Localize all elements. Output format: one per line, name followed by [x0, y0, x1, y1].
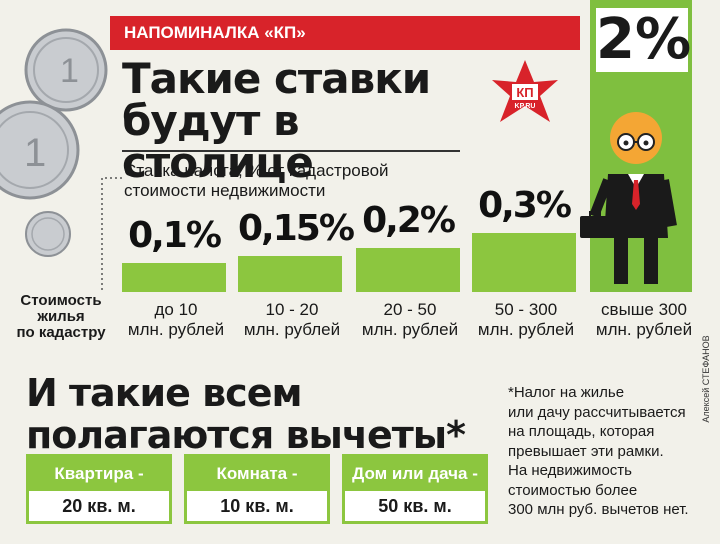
- category-label: свыше 300 млн. рублей: [595, 300, 693, 339]
- bar-1: [238, 255, 342, 292]
- deduction-label: Комната -: [187, 457, 327, 491]
- title-divider: [122, 150, 460, 152]
- page-title-line-2: будут в столице: [122, 96, 314, 187]
- footnote-line: стоимостью более: [508, 481, 638, 499]
- row-label-line-3: по кадастру: [16, 324, 106, 341]
- chart-subtitle-line-2: стоимости недвижимости: [124, 181, 326, 200]
- deductions-title-line-2: полагаются вычеты*: [26, 413, 466, 457]
- highlight-rate: 2%: [596, 7, 692, 72]
- chart-subtitle-line-1: Ставка налога, % от кадастровой: [124, 161, 389, 180]
- deduction-label: Квартира -: [29, 457, 169, 491]
- bar-0: [122, 263, 226, 292]
- page-title-line-1: Такие ставки: [122, 54, 431, 103]
- row-label-line-1: Стоимость: [20, 292, 102, 309]
- row-label: Стоимость жилья по кадастру: [6, 293, 116, 341]
- bar-value-label: 0,1%: [128, 215, 222, 256]
- footnote-line: *Налог на жилье: [508, 384, 625, 401]
- footnote-line: 300 млн руб. вычетов нет.: [508, 501, 689, 518]
- deduction-card-room: Комната - 10 кв. м.: [184, 454, 330, 524]
- businessman-illustration: [580, 112, 677, 284]
- footnote-line: или дачу рассчитывается: [508, 403, 686, 421]
- coins-illustration: 1 1: [0, 28, 108, 257]
- category-label: до 10 млн. рублей: [127, 300, 225, 339]
- chart-subtitle: Ставка налога, % от кадастровой стоимост…: [124, 161, 434, 201]
- deduction-label: Дом или дача -: [345, 457, 485, 491]
- svg-text:1: 1: [60, 52, 79, 90]
- deduction-card-house: Дом или дача - 50 кв. м.: [342, 454, 488, 524]
- kp-logo-subtext: KP.RU: [515, 103, 536, 110]
- banner-title: НАПОМИНАЛКА «КП»: [124, 23, 306, 42]
- svg-text:1: 1: [24, 131, 46, 175]
- kp-logo: КП KP.RU: [492, 60, 558, 122]
- deductions-title: И такие всем полагаются вычеты*: [26, 372, 506, 456]
- footnote-line: На недвижимость: [508, 462, 632, 479]
- footnote-line: на площадь, которая: [508, 423, 655, 440]
- bar-value-label: 0,15%: [238, 207, 355, 249]
- category-label: 20 - 50 млн. рублей: [361, 300, 459, 339]
- footnote-line: превышает эти рамки.: [508, 442, 664, 460]
- category-label: 10 - 20 млн. рублей: [243, 300, 341, 339]
- page-title: Такие ставки будут в столице: [122, 58, 482, 184]
- bar-value-label: 0,2%: [362, 200, 456, 241]
- deductions-title-line-1: И такие всем: [26, 371, 303, 415]
- deduction-value: 10 кв. м.: [220, 496, 294, 516]
- category-label: 50 - 300 млн. рублей: [477, 300, 575, 339]
- header-banner: НАПОМИНАЛКА «КП»: [110, 16, 580, 50]
- bar-2: [356, 248, 460, 292]
- row-label-line-2: жилья: [37, 308, 85, 325]
- bracket-line: [101, 177, 122, 292]
- footnote: *Налог на жилье или дачу рассчитывается …: [508, 383, 718, 520]
- deduction-value: 20 кв. м.: [62, 496, 136, 516]
- kp-logo-text: КП: [516, 85, 533, 100]
- bar-3: [472, 233, 576, 292]
- rate-chart: 0,1% до 10 млн. рублей 0,15% 10 - 20 млн. руб…: [122, 185, 693, 339]
- deduction-card-apartment: Квартира - 20 кв. м.: [26, 454, 172, 524]
- bar-value-label: 0,3%: [478, 185, 572, 226]
- deduction-value: 50 кв. м.: [378, 496, 452, 516]
